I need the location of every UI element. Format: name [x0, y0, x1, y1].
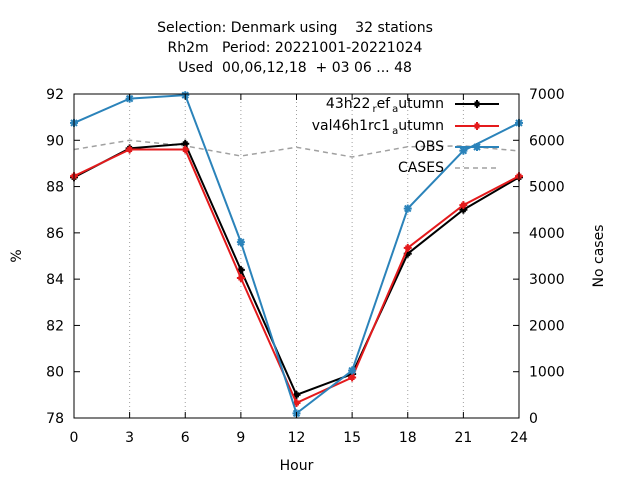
grid [129, 94, 464, 418]
y-tick-label: 84 [46, 272, 64, 288]
point-43h22-ref-autumn [405, 251, 411, 257]
y2-tick-label: 4000 [529, 226, 565, 242]
y-tick-label: 88 [46, 180, 64, 196]
y-axis-right: 0 1000 2000 3000 4000 5000 6000 7000 [513, 87, 565, 427]
x-tick-label: 9 [236, 430, 245, 446]
series-line-cases [73, 139, 520, 158]
title-line-3: Used 00,06,12,18 + 03 06 ... 48 [178, 60, 412, 76]
point-val46h1rc1-autumn [405, 245, 411, 251]
legend-label-val46h1rc1-autumn: val46h1rc1 autumn [312, 118, 444, 137]
y2-axis-label: No cases [591, 225, 607, 288]
legend-marker-43h22-ref-autumn [474, 101, 480, 107]
x-tick-label: 21 [454, 430, 472, 446]
chart-title: Selection: Denmark using 32 stations Rh2m… [157, 20, 433, 76]
x-tick-label: 18 [399, 430, 417, 446]
y2-tick-label: 7000 [529, 87, 565, 103]
point-val46h1rc1-autumn [238, 275, 244, 281]
x-tick-label: 0 [70, 430, 79, 446]
y2-tick-label: 6000 [529, 133, 565, 149]
x-axis-label: Hour [280, 458, 314, 474]
legend-marker-val46h1rc1-autumn [474, 123, 480, 129]
legend-label-cases: CASES [398, 160, 444, 176]
y2-tick-label: 2000 [529, 318, 565, 334]
series-line-val46h1rc1-autumn [73, 148, 520, 405]
point-43h22-ref-autumn [238, 267, 244, 273]
y2-tick-label: 3000 [529, 272, 565, 288]
y-tick-label: 78 [46, 411, 64, 427]
x-tick-label: 24 [510, 430, 528, 446]
y-axis-left: 78 80 82 84 86 88 90 92 [46, 87, 80, 427]
legend: 43h22 ref autumn val46h1rc1 autumn OBS CASES [312, 96, 499, 176]
x-tick-label: 3 [125, 430, 134, 446]
y-tick-label: 86 [46, 226, 64, 242]
point-val46h1rc1-autumn [127, 147, 133, 153]
y-axis-label: % [9, 249, 25, 262]
title-line-2: Rh2m Period: 20221001-20221024 [168, 40, 423, 56]
point-val46h1rc1-autumn [182, 147, 188, 153]
point-val46h1rc1-autumn [349, 375, 355, 380]
y-tick-label: 80 [46, 365, 64, 381]
point-43h22-ref-autumn [182, 141, 188, 147]
title-line-1: Selection: Denmark using 32 stations [157, 20, 433, 36]
point-obs-d2 [237, 238, 245, 246]
y-tick-label: 92 [46, 87, 64, 103]
x-tick-label: 6 [181, 430, 190, 446]
point-obs-d2 [459, 146, 468, 155]
legend-label-43h22-ref-autumn: 43h22 ref autumn [326, 96, 444, 115]
x-axis: 0 3 6 9 12 15 18 21 24 [70, 94, 528, 446]
point-obs-d2 [404, 204, 412, 213]
y-tick-label: 82 [46, 318, 64, 334]
y-tick-label: 90 [46, 133, 64, 149]
point-43h22-ref-autumn [294, 392, 299, 398]
y2-tick-label: 5000 [529, 180, 565, 196]
x-tick-label: 15 [343, 430, 361, 446]
point-val46h1rc1-autumn [294, 400, 299, 406]
y2-tick-label: 0 [529, 411, 538, 427]
y2-tick-label: 1000 [529, 365, 565, 381]
series-line-43h22-ref-autumn [73, 142, 520, 397]
point-43h22-ref-autumn [460, 207, 466, 213]
legend-label-obs: OBS [415, 139, 444, 155]
x-tick-label: 12 [288, 430, 306, 446]
point-val46h1rc1-autumn [460, 202, 466, 208]
point-obs-d2 [348, 366, 356, 375]
legend-marker-obs-d2 [473, 143, 481, 151]
